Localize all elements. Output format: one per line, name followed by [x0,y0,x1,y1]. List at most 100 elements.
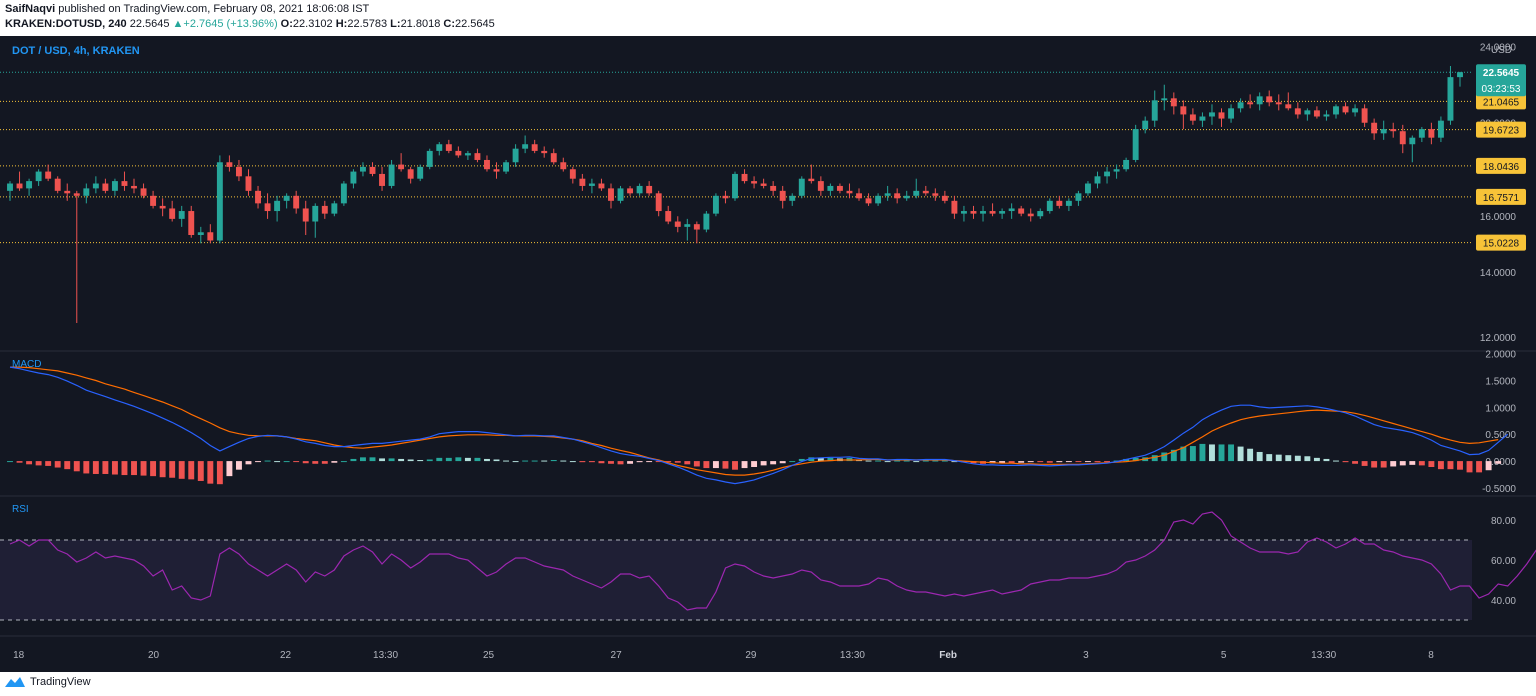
candle-body [45,171,52,179]
candle-body [274,200,281,212]
candle-body [693,224,700,230]
candle [512,144,519,167]
candle-body [407,169,414,179]
macd-histogram-bar [436,457,443,462]
candle-body [712,195,719,214]
candle [827,183,834,196]
candle-body [255,190,261,204]
candle [1428,122,1435,145]
macd-histogram-bar [1075,461,1082,463]
candle-body [550,153,557,163]
candle-body [16,183,23,189]
macd-histogram-bar [913,461,920,463]
macd-histogram-bar [1266,454,1273,462]
high-value: 22.5783 [347,18,388,30]
candle [1371,118,1378,140]
macd-histogram-bar [531,460,538,462]
candle-body [445,144,452,151]
macd-histogram-bar [245,461,252,465]
candle [1018,205,1025,217]
level-price-label: 19.6723 [1483,126,1520,137]
candle-body [999,211,1006,214]
candle-body [64,190,71,194]
candle [73,190,80,324]
macd-histogram-bar [121,461,128,476]
candle [608,183,614,209]
macd-histogram-bar [1027,461,1034,463]
candle [1046,198,1053,214]
candle-body [798,178,805,196]
candle [388,159,395,189]
time-tick-label: Feb [939,650,957,661]
macd-histogram-bar [1304,456,1311,462]
candle-body [350,171,357,184]
macd-histogram-bar [283,461,290,463]
candle [83,183,90,204]
candle [226,155,233,172]
candle [16,171,23,191]
candle-body [617,188,624,201]
macd-histogram-bar [1065,461,1072,463]
candle [1180,100,1187,130]
candle-body [1371,122,1378,134]
candle [1256,92,1263,111]
macd-histogram-bar [92,461,99,474]
macd-histogram-bar [1209,444,1215,462]
candle [970,205,977,219]
macd-histogram-bar [903,460,910,462]
candle-body [140,188,147,196]
last-price-tag [1476,64,1526,97]
author-name[interactable]: SaifNaqvi [5,3,56,15]
candle [503,159,510,174]
candle [54,176,61,194]
candle-body [894,193,901,199]
candle [7,181,13,201]
candle-body [760,183,767,186]
macd-histogram-bar [684,461,691,465]
rsi-title: RSI [12,504,29,515]
candle [1437,116,1444,143]
macd-histogram-bar [808,457,815,462]
candle-body [1180,106,1187,115]
macd-histogram-bar [1313,457,1320,462]
macd-histogram-bar [1390,461,1397,467]
candle-body [312,205,319,222]
candle-body [207,232,214,241]
candle [293,190,300,214]
macd-histogram-bar [388,458,395,462]
macd-histogram-bar [1008,461,1015,464]
candle-body [102,183,109,191]
macd-histogram-bar [398,458,405,462]
macd-histogram-bar [1466,461,1473,473]
candle [1189,108,1196,125]
candle-body [1113,169,1120,172]
candle-body [789,195,796,201]
candle [1304,108,1311,121]
candle-body [1285,104,1292,109]
candle-body [197,232,204,235]
candle-body [1313,110,1320,117]
candle-body [73,193,80,196]
candle-body [1266,96,1273,103]
candle [1399,124,1406,154]
macd-histogram-bar [1495,461,1502,464]
macd-histogram-bar [111,461,118,475]
candle [531,139,538,154]
macd-histogram-bar [1085,461,1091,463]
macd-histogram-bar [503,460,510,462]
candle-body [26,181,33,189]
time-tick-label: 20 [148,650,160,661]
candle [1294,102,1301,119]
time-tick-label: 25 [483,650,495,661]
macd-histogram-bar [445,457,452,462]
time-tick-label: 13:30 [373,650,398,661]
macd-histogram-bar [493,459,500,462]
candle [321,200,328,219]
macd-histogram-bar [1275,454,1282,462]
change-arrow-icon: ▲ [172,18,184,30]
chart-canvas[interactable]: 24.000020.000016.000014.000012.0000USD21… [0,36,1536,672]
candle [484,155,490,172]
candle [1352,104,1359,117]
candle [360,162,366,177]
macd-histogram-bar [512,461,519,463]
